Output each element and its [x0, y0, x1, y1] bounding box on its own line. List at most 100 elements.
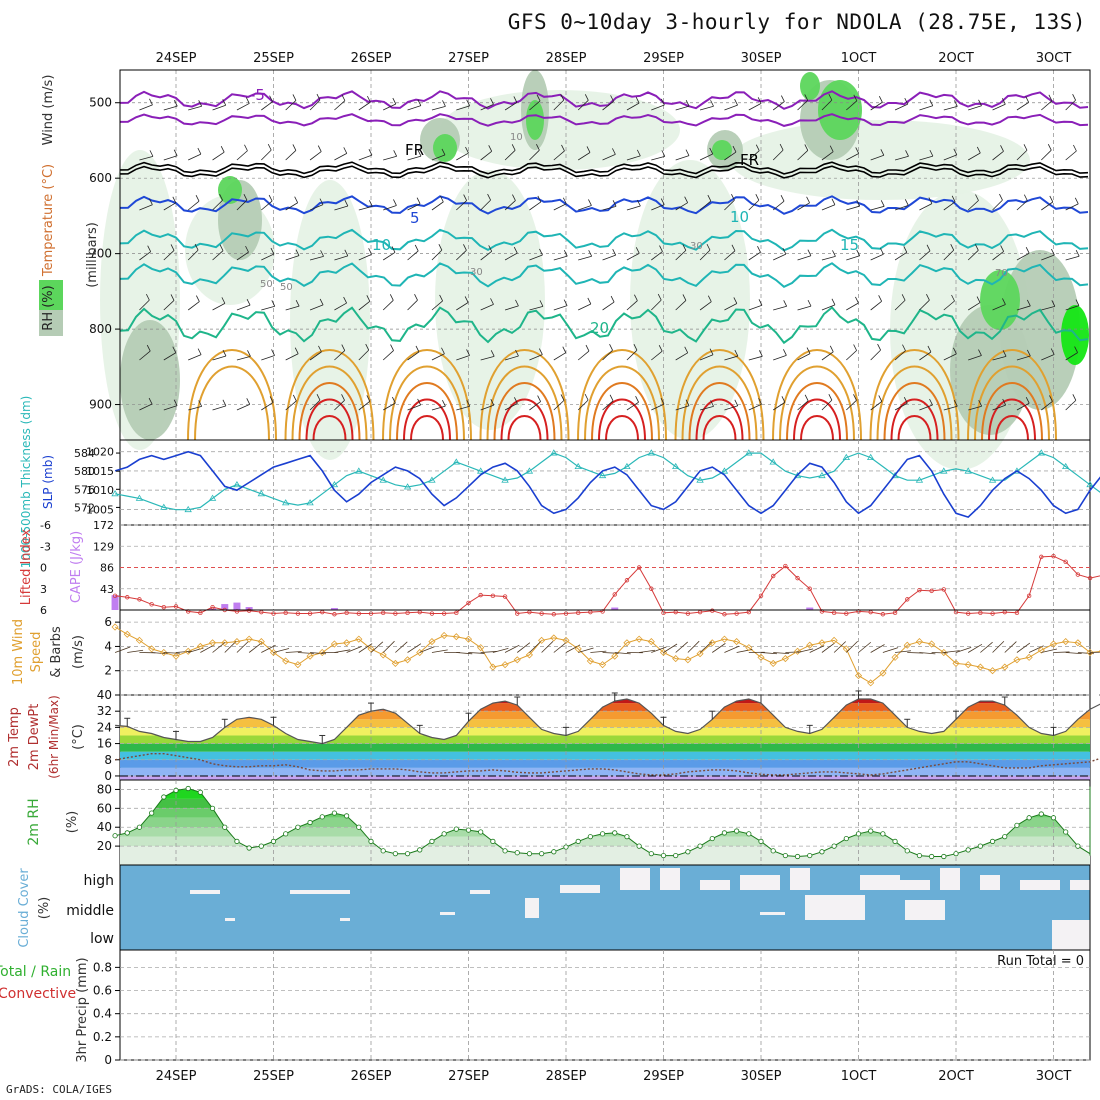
pressure-axis-title: (millibars) — [85, 222, 100, 288]
wind-barb — [929, 398, 933, 406]
wind-barb — [724, 250, 736, 261]
wind-barb — [490, 98, 494, 105]
wind-barb — [1051, 248, 1055, 256]
lifted-index-axis-title: Lifted Index — [19, 528, 34, 605]
wind-barb — [431, 649, 448, 653]
wind-barb — [609, 344, 613, 351]
dewpoint-line — [114, 753, 1100, 776]
lifted-index-point — [710, 608, 715, 613]
rh-shading — [980, 270, 1020, 330]
cloud-gap — [1020, 880, 1060, 890]
wind-speed-point — [940, 648, 948, 657]
cloud-gap — [905, 900, 945, 920]
wind-barb — [271, 349, 275, 356]
thickness-point — [1013, 467, 1021, 474]
wind-barb — [1041, 100, 1053, 111]
lifted-index-point — [831, 610, 837, 616]
wind-barb — [602, 349, 613, 361]
wind-barb — [456, 302, 469, 311]
thickness-point — [623, 462, 631, 470]
rh-point — [270, 838, 277, 844]
wind-barb — [588, 199, 592, 206]
wind-tick-label: 4 — [104, 639, 112, 653]
wind-barb — [358, 205, 373, 211]
wind-barb — [1075, 250, 1080, 257]
temperature-contour — [312, 415, 347, 441]
wind-barb — [828, 93, 833, 101]
cloud-gap — [900, 880, 930, 890]
thickness-point — [501, 476, 509, 483]
thickness-point — [208, 494, 217, 501]
temperature-band — [120, 743, 1090, 752]
temperature-contour — [119, 113, 1089, 127]
wind-barb — [675, 352, 688, 361]
rh-point — [429, 838, 435, 844]
wind-barb — [319, 198, 324, 205]
cloud-gap — [940, 868, 960, 890]
wind-barb — [442, 100, 446, 107]
wind-barb — [712, 643, 726, 653]
thickness-point — [720, 467, 729, 474]
wind-speed-point — [464, 635, 473, 643]
wind-barb — [724, 645, 740, 653]
wind-barb — [905, 150, 909, 157]
rh-point — [392, 851, 398, 857]
wind-speed-point — [720, 635, 729, 643]
wind-barb — [757, 246, 761, 253]
wind-barb — [635, 96, 640, 104]
wind-barb — [626, 401, 639, 411]
rh-point — [648, 851, 654, 857]
wind-barb — [245, 97, 250, 104]
wind-speed-point — [111, 623, 119, 631]
thickness-tick-label: 576 — [74, 483, 95, 496]
wind-barb — [504, 305, 519, 311]
wind-barb — [577, 152, 591, 161]
wind-barb — [895, 650, 912, 653]
thickness-point — [403, 483, 412, 490]
wind-barb — [685, 99, 690, 107]
wind-barb — [772, 200, 785, 211]
thickness-point — [598, 471, 607, 479]
wind-barb — [212, 355, 227, 361]
wind-barb — [343, 147, 348, 154]
wind-barb — [904, 97, 909, 105]
wind-barb — [980, 641, 993, 653]
cloud-gap — [805, 895, 865, 920]
wind-barb — [346, 646, 362, 653]
wind-barb — [431, 300, 443, 311]
wind-barb — [561, 144, 565, 152]
thickness-point — [379, 476, 387, 483]
wind-barb — [513, 96, 518, 103]
wind-barb — [553, 400, 565, 411]
wind-barb — [407, 203, 421, 211]
wind-barb — [943, 201, 956, 211]
wind-barb — [1041, 401, 1053, 411]
wind-barb — [416, 197, 421, 204]
wind-barb — [163, 250, 175, 261]
rh-point — [563, 844, 569, 850]
wind-barb — [236, 150, 248, 161]
wind-barb — [955, 647, 972, 653]
wind-barb — [529, 100, 541, 111]
wind-barb — [707, 295, 712, 302]
rh-point — [197, 789, 203, 795]
wind-barb — [464, 296, 469, 303]
wind-barb — [626, 252, 640, 261]
lifted-index-point — [1051, 553, 1056, 559]
wind-barb — [463, 244, 467, 251]
lifted-index-point — [783, 563, 788, 569]
cloud-axis-title: Cloud Cover — [17, 868, 32, 948]
wind-barb — [612, 200, 617, 207]
lifted-index-point — [551, 612, 557, 617]
thickness-point — [428, 476, 436, 483]
wind-speed-point — [964, 661, 972, 669]
wind-barb — [951, 195, 956, 202]
wind-barb — [992, 251, 1004, 261]
temperature-contour — [291, 365, 368, 441]
rh-band — [120, 827, 1090, 837]
rh-point — [124, 830, 130, 836]
contour-label: -5 — [250, 86, 265, 104]
wind-barb — [675, 641, 688, 653]
wind-barb — [1026, 349, 1031, 357]
temperature-contour — [284, 349, 375, 441]
